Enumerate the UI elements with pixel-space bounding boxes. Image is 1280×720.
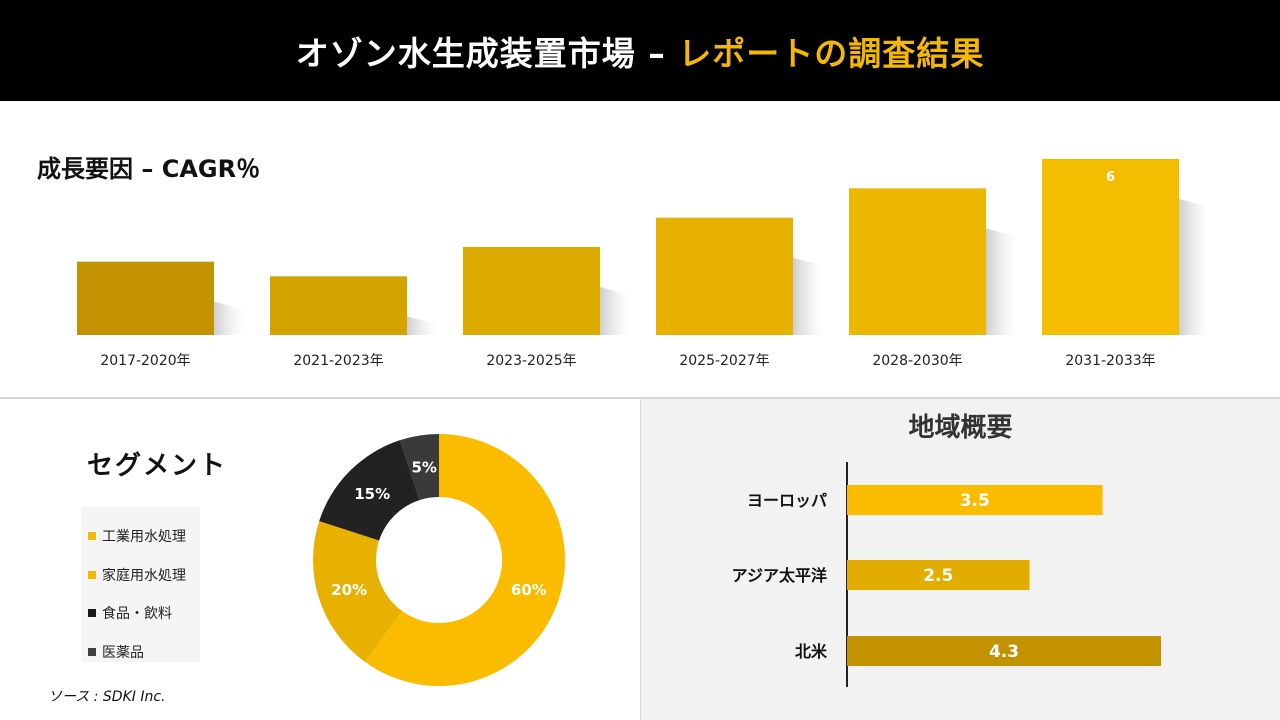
region-category-label: 北米 [795,642,828,661]
donut-data-label: 15% [354,485,390,503]
cagr-category-label: 2025-2027年 [679,353,769,369]
donut-slice [364,434,565,686]
legend-label: 医薬品 [102,644,144,661]
region-bar [847,560,1030,590]
donut-data-label: 60% [511,581,547,599]
cagr-category-label: 2031-2033年 [1065,353,1155,369]
cagr-bar [849,188,986,335]
donut-slice [319,440,420,541]
donut-slice [313,521,402,662]
cagr-bar [656,217,793,335]
region-title: 地域概要 [908,413,1013,443]
segment-title: セグメント [87,451,228,481]
legend-swatch-icon [88,532,96,541]
region-bar-chart: 3.5 ヨーロッパ 2.5 アジア太平洋 4.3 北米 [732,462,1161,687]
cagr-bar [77,261,214,335]
bar-shadow [600,287,630,335]
legend-item: 食品・飲料 [88,594,200,633]
cagr-category-label: 2023-2025年 [486,353,576,369]
bar-shadow [407,316,437,335]
donut-slice [400,434,439,501]
legend-label: 家庭用水処理 [102,567,186,584]
header-bar: オゾン水生成装置市場 – レポートの調査結果 [0,0,1280,101]
cagr-bar [1042,159,1179,335]
cagr-category-label: 2028-2030年 [872,353,962,369]
legend-item: 工業用水処理 [88,517,200,556]
cagr-bar [270,276,407,335]
donut-data-label: 5% [411,459,436,477]
legend-item: 医薬品 [88,633,200,672]
legend-item: 家庭用水処理 [88,556,200,595]
legend-label: 工業用水処理 [102,529,186,546]
donut-data-label: 20% [331,581,367,599]
cagr-data-label: 6 [1106,170,1115,185]
cagr-category-label: 2021-2023年 [293,353,383,369]
region-category-label: ヨーロッパ [747,491,827,510]
region-category-label: アジア太平洋 [732,566,827,585]
vertical-divider [640,399,641,720]
bar-shadow [1179,199,1209,335]
cagr-category-label: 2017-2020年 [100,353,190,369]
legend-swatch-icon [88,609,96,618]
region-data-label: 3.5 [960,491,990,511]
bar-shadow [793,257,823,335]
region-data-label: 2.5 [923,566,953,586]
title-accent: レポートの調査結果 [678,33,985,73]
legend-swatch-icon [88,647,96,656]
legend-swatch-icon [88,570,96,579]
segment-legend: 工業用水処理 家庭用水処理 食品・飲料 医薬品 [81,507,200,662]
cagr-bar-chart: 2017-2020年 2021-2023年 2023-2025年 2025-2027年… [77,159,1209,369]
cagr-panel: 成長要因 – CAGR％ 2017-2020年 2021-2023年 2023-20… [0,101,1280,397]
cagr-title: 成長要因 – CAGR％ [37,155,261,183]
source-note: ソース : SDKI Inc. [48,689,166,705]
segment-donut-chart: 60% 20% 15% 5% [313,434,565,686]
region-panel: 地域概要 3.5 ヨーロッパ 2.5 アジア太平洋 4.3 北米 [641,399,1280,720]
bar-shadow [214,301,244,335]
legend-label: 食品・飲料 [102,606,172,623]
region-data-label: 4.3 [989,642,1019,662]
cagr-bar [463,247,600,335]
region-bar [847,485,1103,515]
bar-shadow [986,228,1016,335]
horizontal-divider [0,397,1280,399]
title-main: オゾン水生成装置市場 – [295,33,679,73]
segment-panel: セグメント 工業用水処理 家庭用水処理 食品・飲料 医薬品 60% 20% 15% 5… [0,399,640,720]
region-bar [847,636,1161,666]
page-title: オゾン水生成装置市場 – レポートの調査結果 [296,27,984,75]
